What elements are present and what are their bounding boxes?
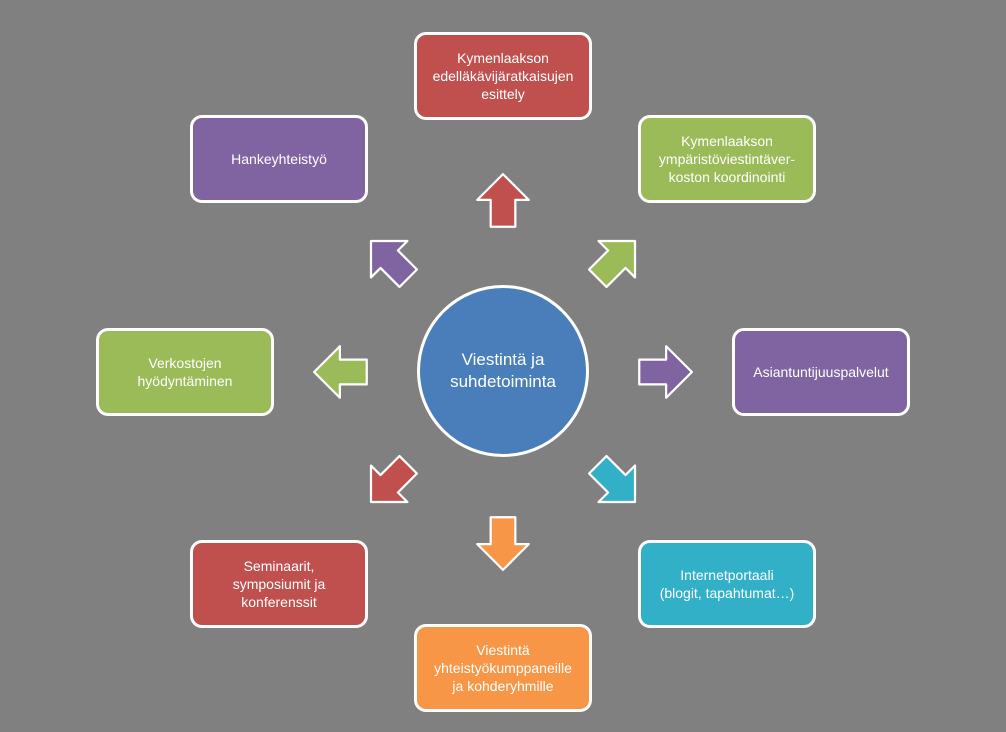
node-label: Hankeyhteistyö [231, 150, 327, 168]
arrow-n3 [576, 443, 655, 522]
node-n2: Asiantuntijuuspalvelut [732, 328, 910, 416]
node-label: Seminaarit, symposiumit ja konferenssit [233, 557, 326, 612]
arrow-n1 [576, 220, 655, 299]
diagram-stage: Viestintä ja suhdetoiminta Kymenlaakson … [0, 0, 1006, 732]
node-label: Verkostojen hyödyntäminen [138, 354, 233, 390]
center-hub-label: Viestintä ja suhdetoiminta [450, 349, 556, 393]
node-n3: Internetportaali (blogit, tapahtumat…) [638, 540, 816, 628]
arrow-n7 [350, 220, 429, 299]
node-label: Kymenlaakson edelläkävijäratkaisujen esi… [433, 49, 574, 104]
node-n5: Seminaarit, symposiumit ja konferenssit [190, 540, 368, 628]
node-n6: Verkostojen hyödyntäminen [96, 328, 274, 416]
node-n0: Kymenlaakson edelläkävijäratkaisujen esi… [414, 32, 592, 120]
node-label: Kymenlaakson ympäristöviestintäver- kost… [659, 132, 795, 187]
node-label: Internetportaali (blogit, tapahtumat…) [660, 566, 795, 602]
center-hub: Viestintä ja suhdetoiminta [417, 285, 589, 457]
node-label: Asiantuntijuuspalvelut [753, 363, 888, 381]
arrow-n5 [350, 443, 429, 522]
arrow-n6 [313, 344, 369, 400]
node-label: Viestintä yhteistyökumppaneille ja kohde… [434, 641, 572, 696]
arrow-n4 [475, 515, 531, 571]
arrow-n0 [475, 173, 531, 229]
node-n1: Kymenlaakson ympäristöviestintäver- kost… [638, 115, 816, 203]
node-n4: Viestintä yhteistyökumppaneille ja kohde… [414, 624, 592, 712]
arrow-n2 [637, 344, 693, 400]
node-n7: Hankeyhteistyö [190, 115, 368, 203]
